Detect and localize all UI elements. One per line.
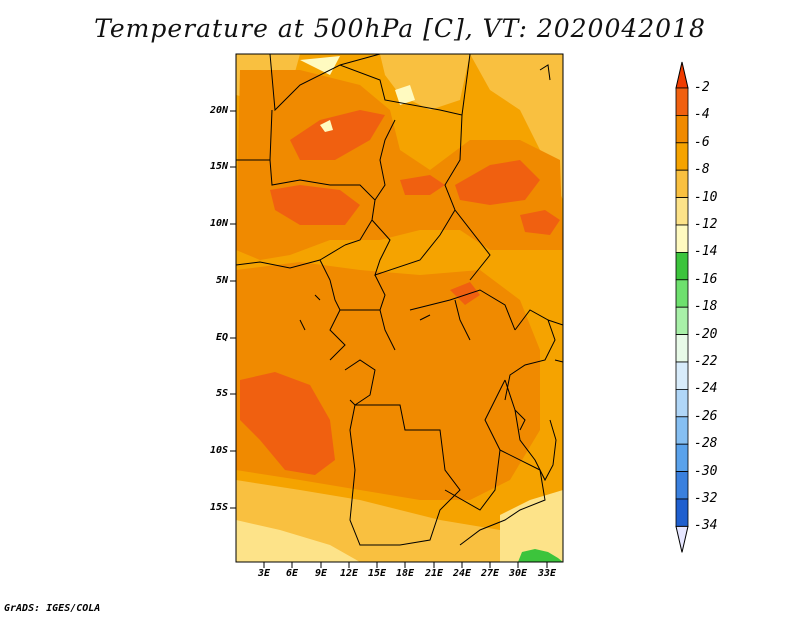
colorbar-swatch	[675, 87, 689, 116]
lat-label: 20N	[209, 105, 228, 116]
lat-label: 15N	[209, 161, 228, 172]
colorbar-label: -2	[694, 80, 710, 95]
colorbar-swatch	[675, 142, 689, 171]
colorbar-label: -4	[694, 107, 710, 123]
lon-label: 33E	[537, 568, 557, 579]
colorbar-swatch	[675, 471, 689, 500]
lon-label: 9E	[314, 568, 328, 579]
colorbar-top-arrow	[675, 61, 689, 89]
colorbar	[675, 61, 689, 553]
colorbar-label: -18	[694, 299, 718, 315]
colorbar-bottom-arrow	[675, 525, 689, 553]
lat-label: EQ	[215, 332, 228, 343]
colorbar-swatch	[675, 197, 689, 226]
colorbar-label: -6	[694, 134, 710, 150]
colorbar-label: -30	[694, 463, 718, 479]
colorbar-label: -32	[694, 491, 718, 506]
colorbar-label: -26	[694, 408, 718, 424]
colorbar-label: -8	[694, 162, 710, 178]
grads-credit: GrADS: IGES/COLA	[4, 603, 101, 614]
axis-ticks	[230, 110, 548, 568]
map-title: Temperature at 500hPa [C], VT: 202004201…	[94, 14, 706, 43]
colorbar-label: -24	[694, 381, 718, 397]
lon-label: 21E	[424, 568, 444, 579]
colorbar-label: -12	[694, 217, 718, 232]
lon-label: 18E	[395, 568, 415, 579]
colorbar-label: -34	[694, 518, 718, 534]
colorbar-swatch	[675, 251, 689, 281]
temperature-field	[236, 54, 563, 562]
colorbar-swatch	[675, 416, 689, 445]
colorbar-label: -28	[694, 436, 718, 452]
colorbar-swatch	[675, 115, 689, 144]
colorbar-swatch	[675, 361, 689, 390]
lon-label: 3E	[257, 568, 271, 579]
lon-label: 12E	[339, 568, 359, 579]
colorbar-label: -16	[694, 271, 718, 287]
colorbar-swatch	[675, 498, 689, 527]
colorbar-label: -22	[694, 354, 718, 369]
colorbar-swatch	[675, 388, 689, 418]
colorbar-label: -10	[694, 189, 718, 205]
colorbar-swatch	[675, 279, 689, 308]
lat-label: 10S	[209, 445, 228, 456]
colorbar-swatch	[675, 306, 689, 336]
colorbar-swatch	[675, 334, 689, 363]
colorbar-swatch	[675, 169, 689, 198]
country-borders	[236, 54, 563, 546]
colorbar-label: -20	[694, 326, 718, 342]
colorbar-swatch	[675, 443, 689, 473]
lon-label: 24E	[452, 568, 472, 579]
lon-label: 15E	[367, 568, 387, 579]
colorbar-swatch	[675, 224, 689, 253]
lat-label: 5S	[215, 388, 228, 399]
lat-label: 5N	[215, 275, 228, 286]
lat-label: 15S	[209, 502, 228, 513]
lon-label: 6E	[285, 568, 299, 579]
lat-label: 10N	[209, 218, 228, 229]
colorbar-label: -14	[694, 244, 718, 260]
lon-label: 27E	[480, 568, 500, 579]
lon-label: 30E	[508, 568, 528, 579]
